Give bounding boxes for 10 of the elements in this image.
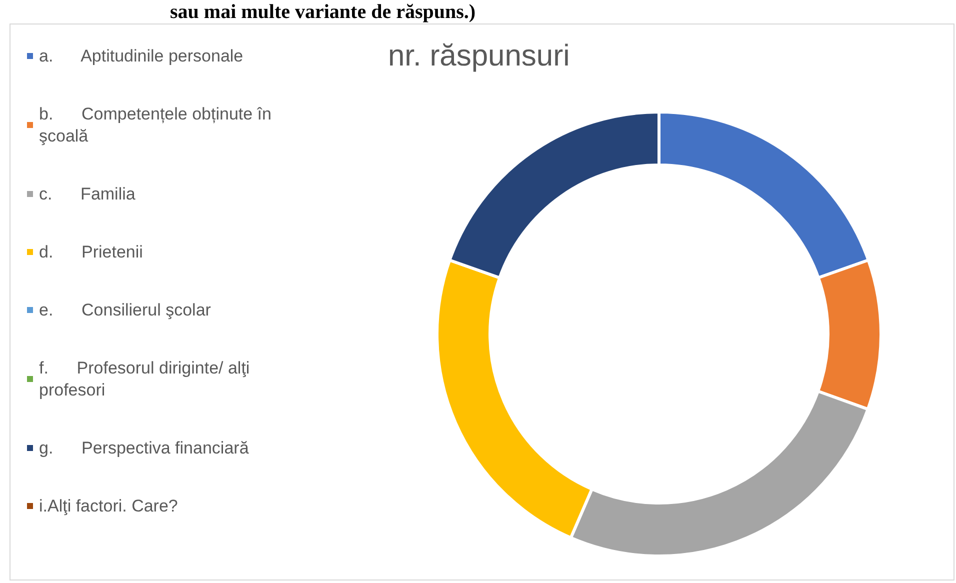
legend-label: d. Prietenii <box>39 242 143 262</box>
legend-label: g. Perspectiva financiară <box>39 438 250 458</box>
legend-label: a. Aptitudinile personale <box>39 46 244 66</box>
legend-label: c. Familia <box>39 184 136 204</box>
text: sau mai multe variante de răspuns.) <box>170 1 476 23</box>
legend-label: i.Alţi factori. Care? <box>39 496 178 516</box>
legend-label: e. Consilierul şcolar <box>39 300 212 320</box>
legend-label: f. Profesorul diriginte/ alţi profesori <box>39 358 254 400</box>
chart-title: nr. răspunsuri <box>388 40 570 72</box>
legend-label: b. Competențele obținute în şcoală <box>39 104 276 146</box>
